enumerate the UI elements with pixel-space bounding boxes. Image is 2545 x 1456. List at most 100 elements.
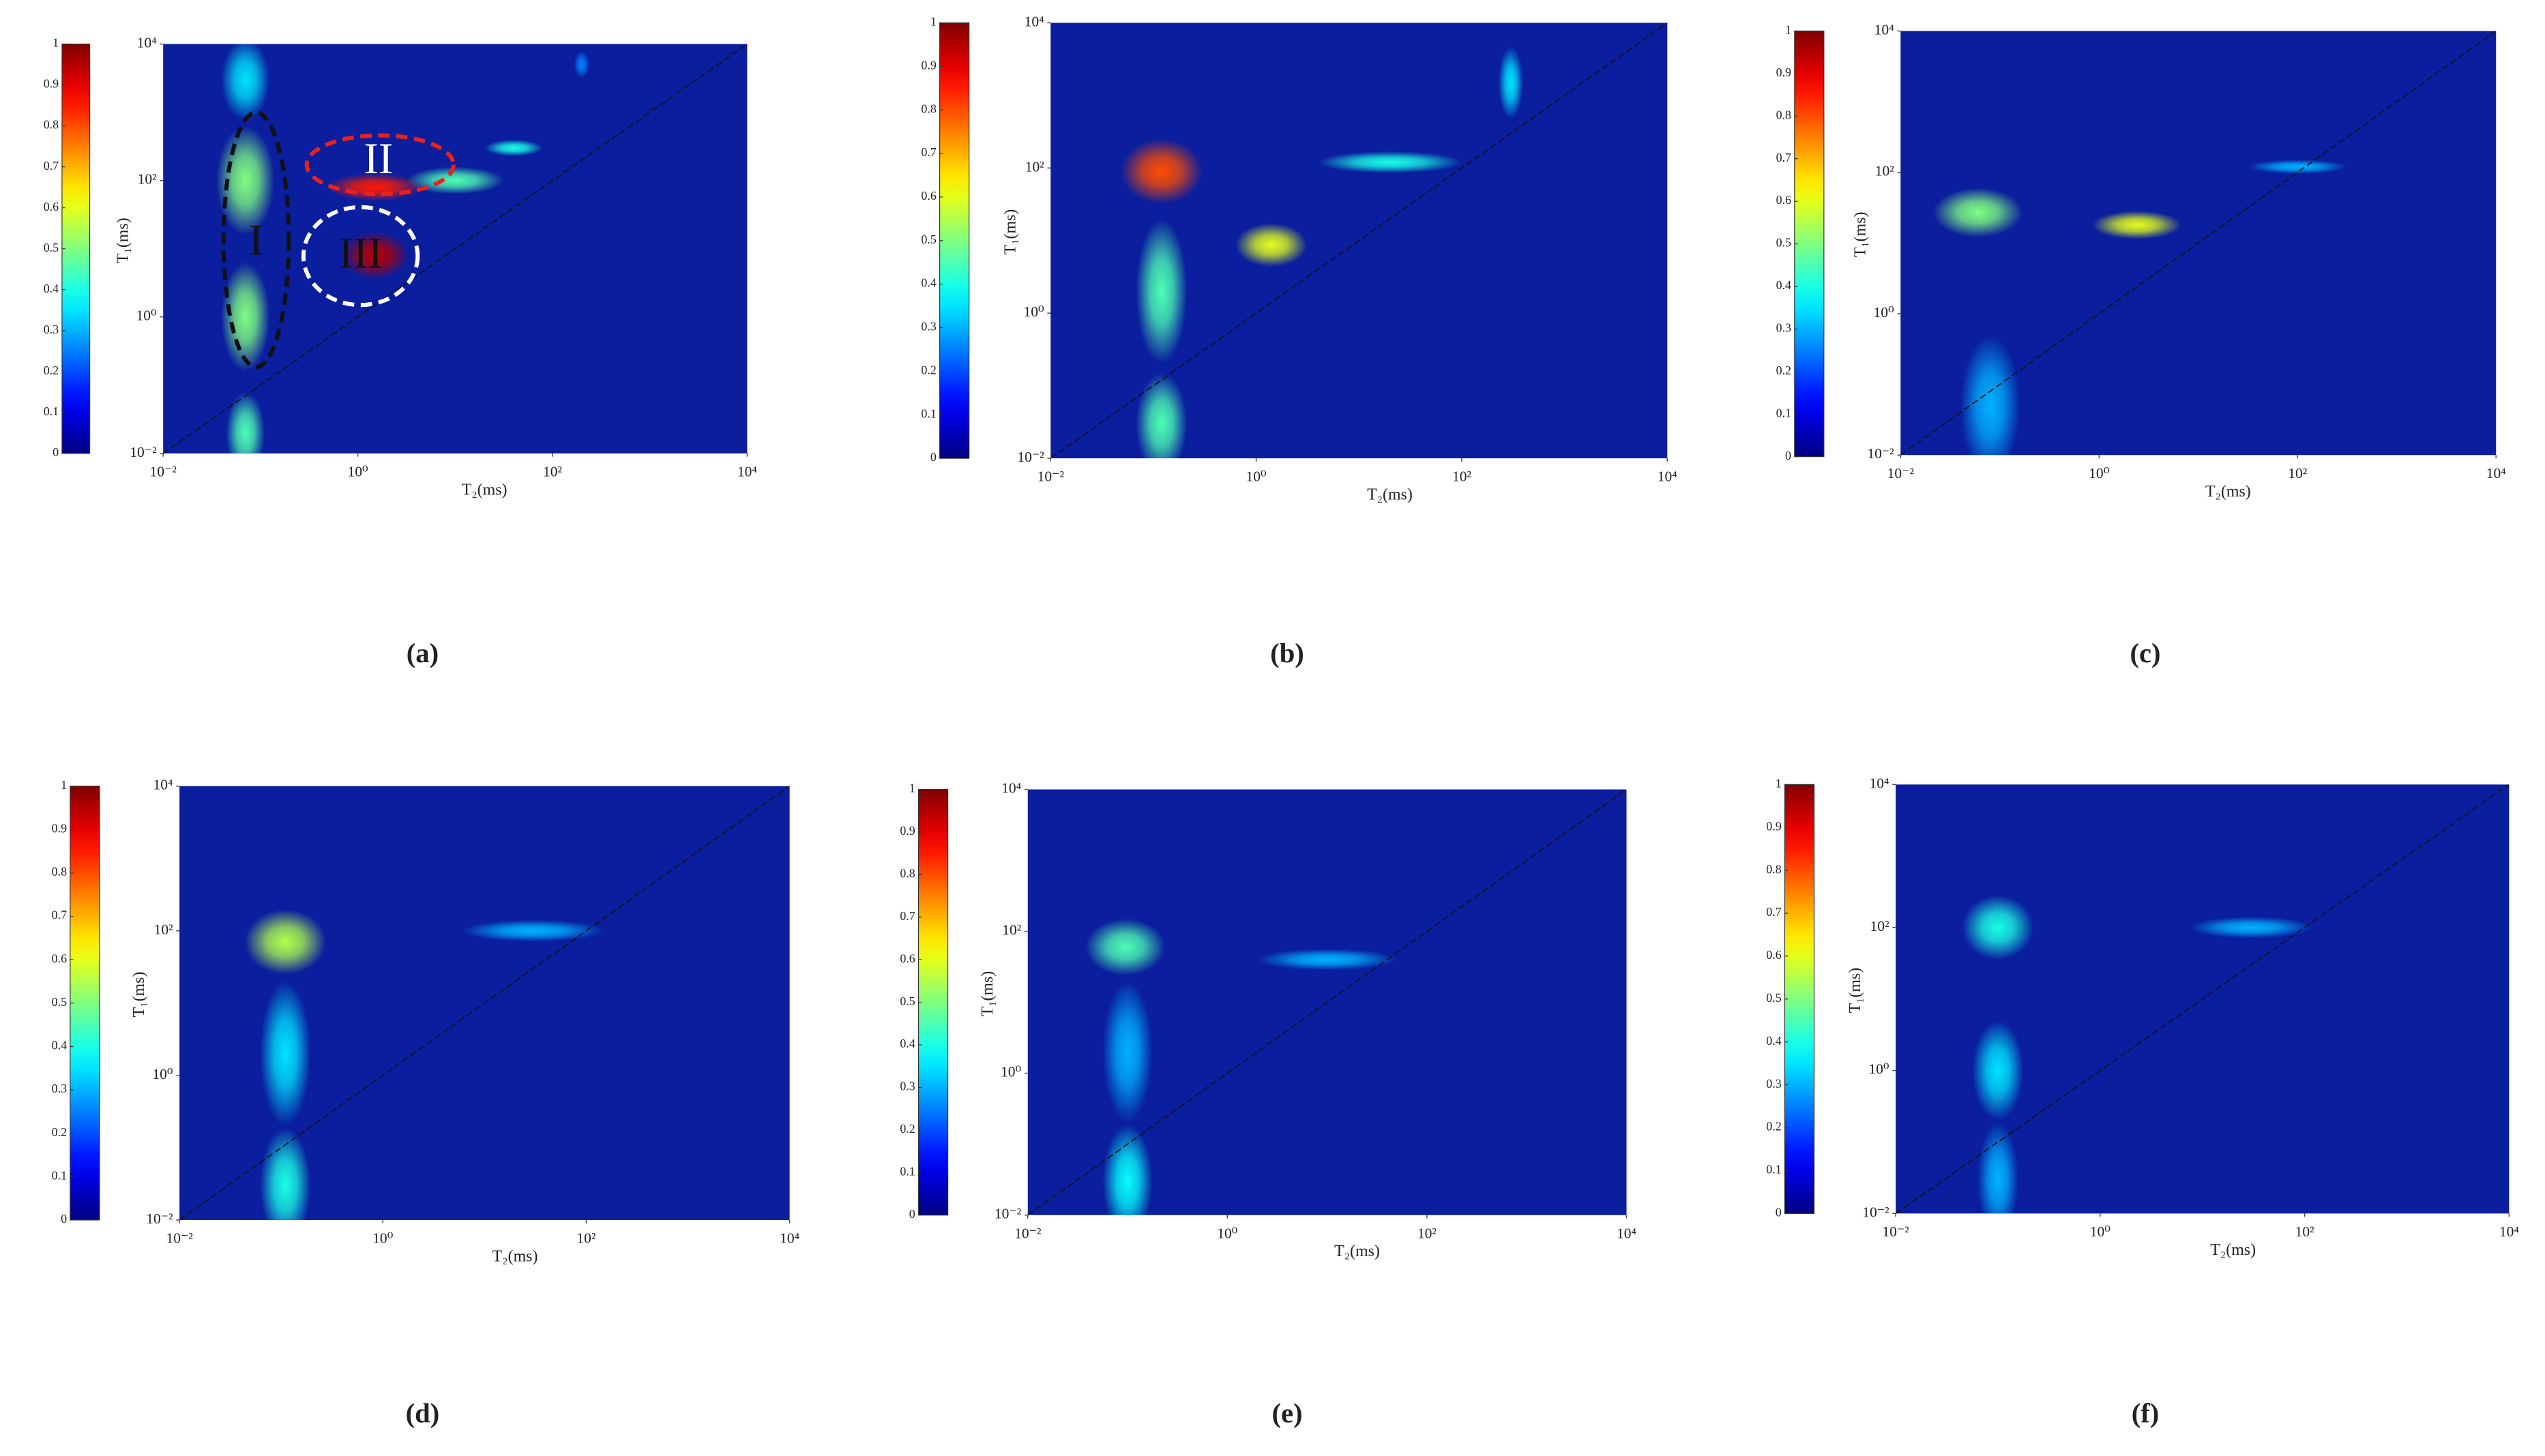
y-axis-label: T₁(ms) bbox=[130, 972, 148, 1017]
colorbar-tick-label: 0.4 bbox=[1776, 278, 1791, 292]
x-axis-label: T₂(ms) bbox=[2210, 1241, 2256, 1259]
heatmap-peak bbox=[1085, 919, 1166, 976]
heatmap-layer bbox=[1896, 784, 2510, 1214]
x-tick-label: 10⁴ bbox=[1658, 469, 1677, 485]
x-axis-label: T₂(ms) bbox=[1367, 486, 1413, 504]
y-axis-label: T₁(ms) bbox=[979, 971, 997, 1017]
colorbar-tick-label: 0 bbox=[61, 1212, 67, 1225]
colorbar-tick-label: 0.3 bbox=[44, 323, 59, 336]
x-tick-label: 10⁴ bbox=[737, 464, 757, 480]
heatmap-peak bbox=[1102, 981, 1153, 1123]
colorbar-tick-label: 1 bbox=[53, 36, 59, 50]
reference-line bbox=[1050, 23, 1668, 459]
y-tick-label: 10⁰ bbox=[136, 308, 157, 324]
colorbar-tick-label: 0.2 bbox=[1766, 1120, 1781, 1133]
colorbar-tick-label: 0.6 bbox=[44, 200, 59, 213]
y-tick-label: 10⁻² bbox=[1867, 445, 1894, 462]
x-tick-label: 10⁰ bbox=[348, 464, 369, 480]
x-tick-label: 10⁰ bbox=[1246, 469, 1267, 485]
x-axis-label: T₂(ms) bbox=[1334, 1243, 1380, 1260]
panel-label: (a) bbox=[407, 638, 439, 668]
colorbar-tick-label: 0.3 bbox=[921, 320, 936, 333]
x-tick-label: 10⁻² bbox=[1014, 1225, 1041, 1241]
y-tick-label: 10² bbox=[154, 921, 173, 938]
x-tick-label: 10⁻² bbox=[1882, 1223, 1909, 1240]
y-tick-label: 10⁴ bbox=[137, 35, 157, 51]
x-tick-label: 10⁻² bbox=[166, 1230, 192, 1247]
heatmap-peak bbox=[1102, 1124, 1153, 1215]
heatmap-peak bbox=[1972, 1020, 2024, 1121]
colorbar-tick-label: 0.1 bbox=[1776, 406, 1791, 419]
colorbar-tick-label: 0.8 bbox=[44, 118, 59, 132]
y-tick-label: 10⁻² bbox=[1862, 1204, 1889, 1220]
colorbar bbox=[917, 788, 949, 1216]
reference-line bbox=[1896, 784, 2510, 1214]
x-tick-label: 10⁻² bbox=[1887, 465, 1914, 481]
panel: 10⁻² 10⁰ 10² 10⁴ 10⁻² 10⁰ 10² 10⁴ T₂(ms) T₁(ms) 0 0… bbox=[1766, 775, 2519, 1428]
annotation-ellipse bbox=[301, 205, 420, 308]
y-tick-label: 10² bbox=[1875, 163, 1894, 179]
colorbar-tick-label: 0.7 bbox=[44, 159, 59, 173]
colorbar bbox=[1794, 30, 1825, 458]
y-tick-label: 10⁻² bbox=[995, 1206, 1021, 1222]
x-tick-label: 10⁰ bbox=[2090, 1223, 2111, 1240]
x-tick-label: 10² bbox=[543, 464, 562, 480]
colorbar-tick-label: 0.1 bbox=[52, 1168, 67, 1182]
heatmap-peak bbox=[340, 231, 409, 280]
heatmap-peak bbox=[1977, 1122, 2018, 1214]
y-tick-label: 10⁰ bbox=[1874, 304, 1895, 321]
y-tick-label: 10² bbox=[138, 171, 157, 188]
y-tick-label: 10⁰ bbox=[1001, 1064, 1022, 1080]
colorbar-tick-label: 0.6 bbox=[1776, 193, 1791, 207]
colorbar-tick-label: 0.5 bbox=[900, 994, 915, 1008]
heatmap-layer bbox=[1027, 789, 1627, 1215]
colorbar-tick-label: 0.8 bbox=[52, 865, 67, 878]
y-tick-label: 10⁴ bbox=[153, 777, 173, 793]
colorbar-tick-label: 1 bbox=[61, 778, 67, 792]
colorbar-tick-label: 0.2 bbox=[52, 1125, 67, 1139]
heatmap-peak bbox=[1933, 188, 2022, 237]
panel-label: (b) bbox=[1270, 638, 1304, 668]
panel: 10⁻² 10⁰ 10² 10⁴ 10⁻² 10⁰ 10² 10⁴ T₂(ms) T₁(ms) 0 0… bbox=[1776, 21, 2506, 668]
x-tick-label: 10⁰ bbox=[2089, 465, 2110, 481]
x-tick-label: 10² bbox=[576, 1230, 595, 1247]
panel-label: (d) bbox=[406, 1397, 440, 1428]
x-tick-label: 10⁰ bbox=[372, 1230, 394, 1247]
y-tick-label: 10⁴ bbox=[1870, 775, 1889, 791]
colorbar-tick-label: 0.6 bbox=[1766, 948, 1781, 962]
y-tick-label: 10⁻² bbox=[130, 444, 156, 460]
panel-label: (e) bbox=[1271, 1397, 1302, 1428]
annotation-label: I bbox=[249, 216, 264, 265]
y-tick-label: 10² bbox=[1870, 918, 1889, 934]
y-tick-label: 10⁰ bbox=[1024, 303, 1045, 320]
y-axis-label: T₁(ms) bbox=[114, 218, 132, 263]
heatmap-peak bbox=[2190, 917, 2313, 938]
colorbar-tick-label: 0.6 bbox=[52, 951, 67, 965]
colorbar-tick-label: 0 bbox=[53, 445, 59, 459]
colorbar-tick-label: 0 bbox=[1776, 1205, 1782, 1219]
colorbar-tick-label: 0.4 bbox=[52, 1039, 67, 1052]
heatmap-layer bbox=[1050, 23, 1668, 459]
colorbar-tick-label: 0.7 bbox=[900, 909, 915, 923]
x-tick-label: 10⁴ bbox=[1617, 1225, 1636, 1241]
colorbar-tick-label: 0.3 bbox=[900, 1080, 915, 1093]
colorbar-tick-label: 0.8 bbox=[1776, 108, 1791, 121]
colorbar-tick-label: 0.8 bbox=[921, 102, 936, 115]
colorbar bbox=[939, 22, 970, 459]
colorbar bbox=[1784, 784, 1815, 1214]
colorbar-tick-label: 0.9 bbox=[921, 58, 936, 72]
y-tick-label: 10⁰ bbox=[1868, 1061, 1889, 1078]
panel: 10⁻² 10⁰ 10² 10⁴ 10⁻² 10⁰ 10² 10⁴ T₂(ms) T₁(ms) 0 0… bbox=[900, 779, 1636, 1428]
heatmap-peak bbox=[221, 262, 270, 372]
y-axis-label: T₁(ms) bbox=[1851, 212, 1869, 258]
x-tick-label: 10² bbox=[1452, 469, 1471, 485]
y-axis-label: T₁(ms) bbox=[1847, 968, 1864, 1013]
heatmap-peak bbox=[260, 1127, 311, 1220]
colorbar bbox=[70, 786, 100, 1221]
colorbar-tick-label: 0.6 bbox=[900, 951, 915, 965]
heatmap-peak bbox=[1318, 151, 1462, 173]
x-tick-label: 10² bbox=[2288, 465, 2307, 481]
reference-line bbox=[1027, 789, 1627, 1215]
colorbar-tick-label: 0.8 bbox=[1766, 862, 1781, 876]
annotation-ellipse bbox=[221, 110, 291, 370]
